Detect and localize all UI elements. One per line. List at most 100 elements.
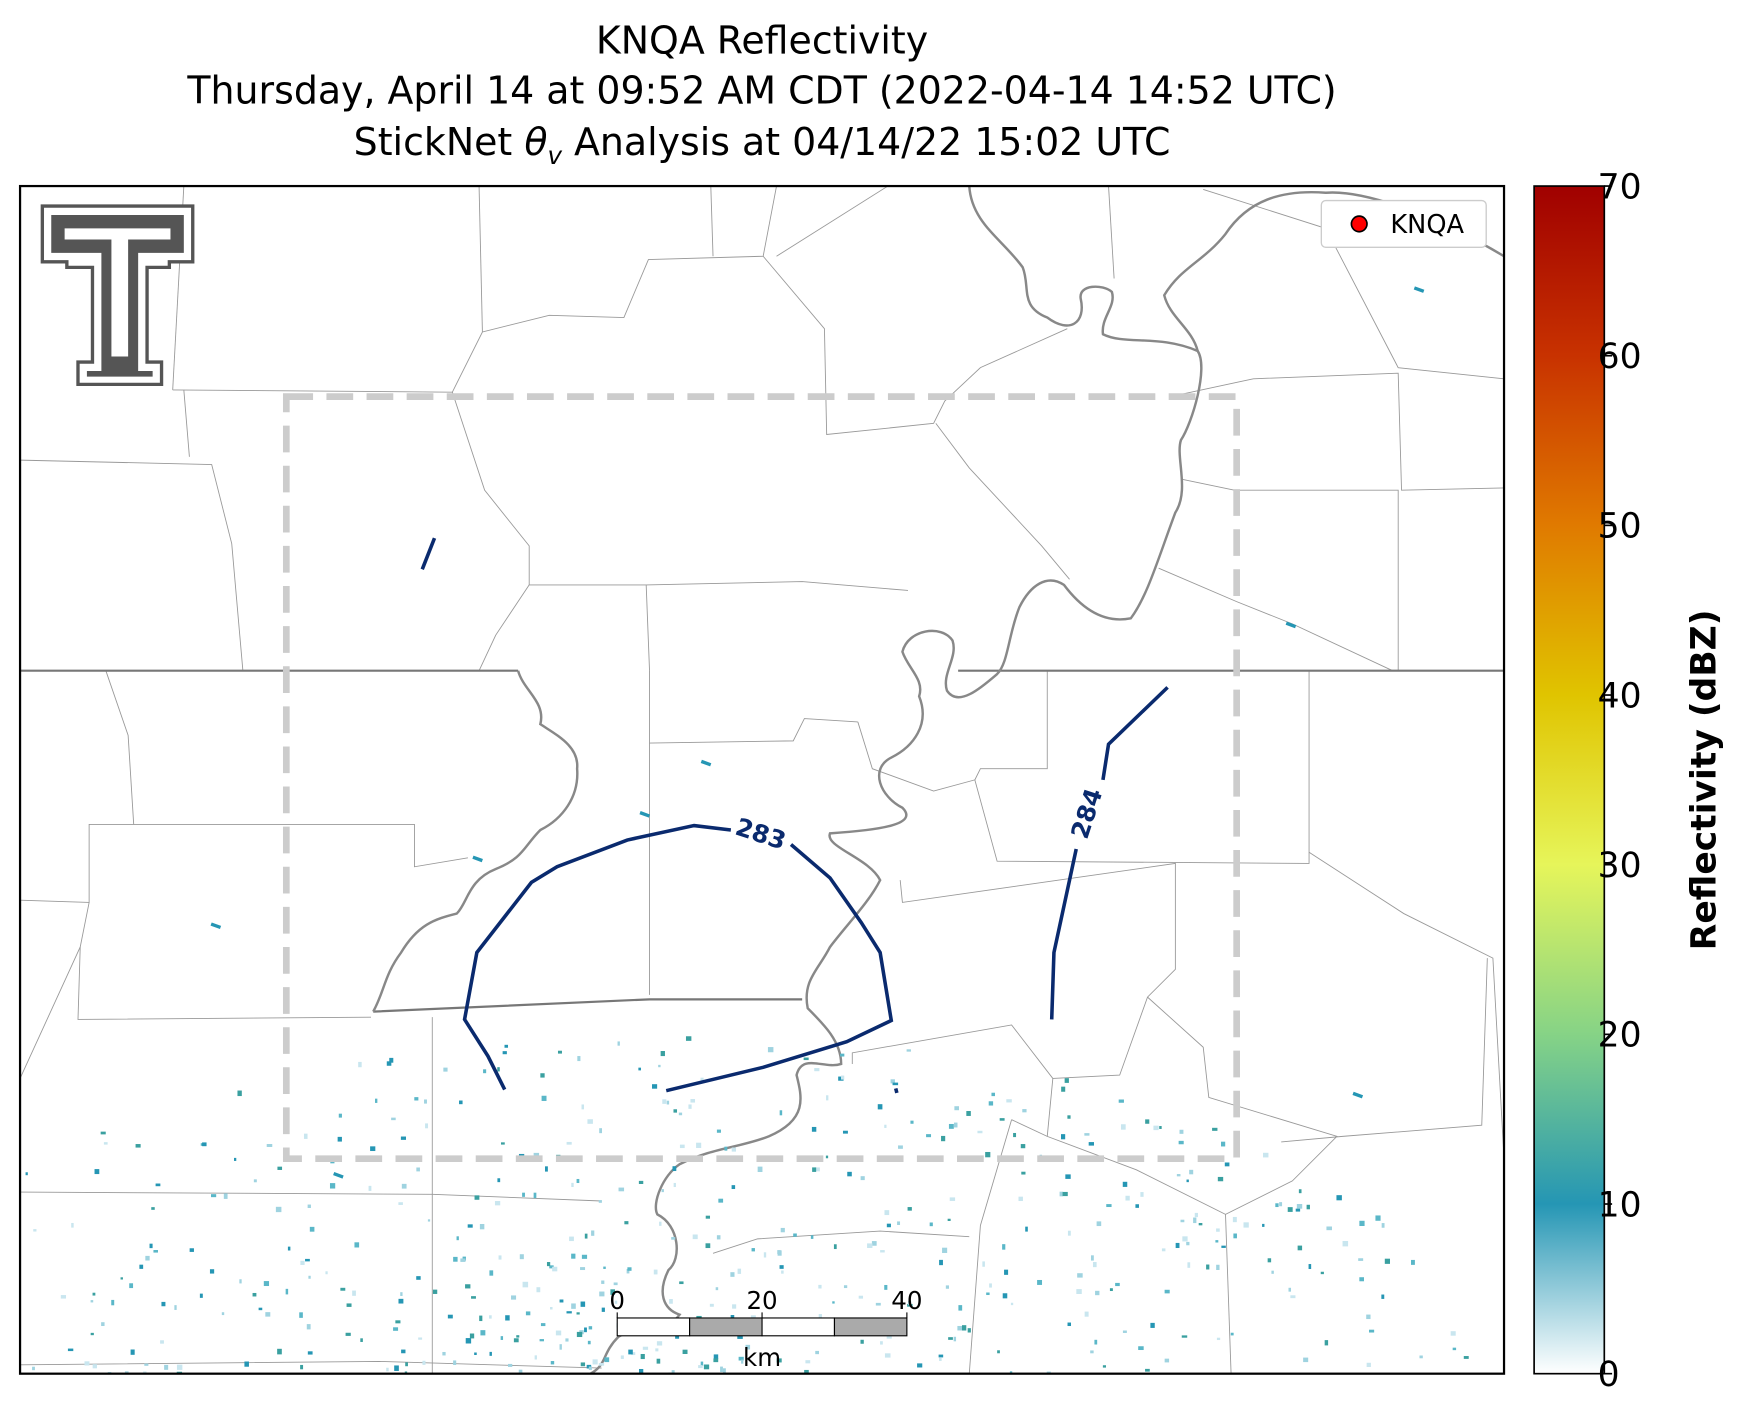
radar-speckle bbox=[513, 1338, 519, 1343]
radar-speckle bbox=[1198, 1222, 1203, 1226]
radar-speckle bbox=[1216, 1228, 1220, 1232]
radar-speckle bbox=[253, 1179, 257, 1183]
radar-speckle bbox=[566, 1141, 572, 1145]
radar-speckle bbox=[656, 1341, 663, 1346]
radar-speckle bbox=[1002, 1293, 1008, 1299]
radar-speckle bbox=[908, 1300, 912, 1306]
radar-speckle bbox=[860, 1339, 864, 1344]
radar-speckle bbox=[287, 1246, 291, 1251]
radar-speckle bbox=[549, 1265, 554, 1269]
radar-speckle bbox=[511, 1295, 517, 1300]
radar-speckle bbox=[533, 1192, 537, 1199]
radar-speckle bbox=[941, 1135, 946, 1142]
radar-speckle bbox=[153, 1250, 158, 1253]
radar-speckle bbox=[559, 1344, 562, 1350]
radar-speckle bbox=[139, 1264, 144, 1269]
radar-speckle bbox=[576, 1178, 580, 1184]
radar-speckle bbox=[525, 1311, 531, 1316]
radar-speckle bbox=[737, 1333, 743, 1339]
radar-speckle bbox=[401, 1183, 407, 1189]
radar-speckle bbox=[1303, 1357, 1309, 1363]
radar-speckle bbox=[265, 1312, 271, 1317]
radar-speckle bbox=[489, 1315, 492, 1319]
radar-speckle bbox=[534, 1355, 537, 1360]
radar-speckle bbox=[1262, 1152, 1269, 1158]
radar-speckle bbox=[1267, 1258, 1272, 1263]
radar-speckle bbox=[690, 1099, 696, 1103]
radar-speckle bbox=[32, 1366, 35, 1371]
radar-speckle bbox=[333, 1172, 344, 1179]
radar-speckle bbox=[307, 1351, 313, 1355]
radar-speckle bbox=[571, 1253, 576, 1259]
radar-speckle bbox=[815, 1350, 820, 1355]
title-line2: Thursday, April 14 at 09:52 AM CDT (2022… bbox=[186, 69, 1336, 113]
radar-speckle bbox=[33, 1229, 37, 1232]
radar-speckle bbox=[370, 1146, 376, 1152]
radar-speckle bbox=[395, 1320, 401, 1324]
radar-speckle bbox=[500, 1142, 505, 1145]
radar-speckle bbox=[982, 1261, 985, 1267]
radar-speckle bbox=[307, 1204, 311, 1209]
radar-speckle bbox=[479, 1223, 485, 1230]
radar-speckle bbox=[682, 1349, 688, 1354]
radar-speckle bbox=[1092, 1262, 1097, 1268]
radar-speckle bbox=[398, 1202, 403, 1205]
radar-speckle bbox=[1013, 1132, 1017, 1138]
radar-speckle bbox=[1120, 1124, 1126, 1130]
radar-speckle bbox=[352, 1290, 356, 1296]
radar-speckle bbox=[519, 1254, 524, 1260]
radar-speckle bbox=[160, 1340, 164, 1344]
radar-speckle bbox=[1106, 1204, 1112, 1208]
radar-speckle bbox=[1352, 1091, 1364, 1099]
radar-speckle bbox=[418, 1337, 423, 1340]
radar-speckle bbox=[814, 1068, 820, 1072]
radar-speckle bbox=[300, 1364, 304, 1370]
radar-speckle bbox=[793, 1233, 797, 1237]
radar-speckle bbox=[1186, 1241, 1190, 1246]
radar-speckle bbox=[638, 1368, 644, 1374]
colorbar bbox=[1533, 185, 1606, 1375]
radar-speckle bbox=[1115, 1282, 1120, 1287]
radar-speckle bbox=[1021, 1171, 1026, 1175]
radar-speckle bbox=[145, 1255, 150, 1261]
radar-speckle bbox=[1221, 1245, 1226, 1248]
radar-speckle bbox=[1216, 1337, 1221, 1341]
radar-speckle bbox=[777, 1250, 781, 1255]
radar-speckle bbox=[1193, 1217, 1197, 1224]
radar-speckle bbox=[124, 1371, 129, 1374]
radar-speckle bbox=[1287, 1207, 1293, 1212]
radar-speckle bbox=[938, 1354, 944, 1358]
radar-speckle bbox=[223, 1193, 228, 1199]
radar-speckle bbox=[360, 1338, 363, 1342]
title-subscript: v bbox=[548, 141, 563, 170]
radar-speckle bbox=[447, 1314, 453, 1319]
radar-speckle bbox=[961, 1325, 967, 1331]
radar-speckle bbox=[1308, 1264, 1312, 1270]
radar-speckle bbox=[1084, 1311, 1089, 1317]
radar-speckle bbox=[580, 1301, 586, 1307]
radar-speckle bbox=[540, 1323, 546, 1327]
radar-speckle bbox=[120, 1277, 123, 1280]
radar-speckle bbox=[277, 1166, 283, 1170]
radar-speckle bbox=[1180, 1219, 1185, 1223]
radar-speckle bbox=[947, 1218, 951, 1221]
radar-speckle bbox=[811, 1126, 817, 1132]
radar-speckle bbox=[472, 855, 483, 863]
radar-speckle bbox=[658, 1064, 661, 1068]
radar-speckle bbox=[1145, 1119, 1150, 1124]
radar-speckle bbox=[671, 1237, 676, 1240]
radar-speckle bbox=[1010, 1302, 1014, 1306]
radar-speckle bbox=[745, 1344, 751, 1350]
radar-speckle bbox=[1179, 1129, 1184, 1134]
radar-speckle bbox=[1061, 1134, 1066, 1140]
radar-speckle bbox=[653, 1269, 658, 1275]
radar-speckle bbox=[1140, 1192, 1144, 1197]
radar-speckle bbox=[603, 1266, 606, 1269]
radar-speckle bbox=[489, 1351, 492, 1356]
radar-speckle bbox=[1122, 1330, 1127, 1333]
radar-speckle bbox=[1018, 1196, 1023, 1202]
scale-tick-label: 40 bbox=[891, 1286, 922, 1315]
title-symbol: θ bbox=[524, 120, 547, 164]
radar-speckle bbox=[469, 1333, 475, 1339]
radar-speckle bbox=[504, 1044, 509, 1048]
